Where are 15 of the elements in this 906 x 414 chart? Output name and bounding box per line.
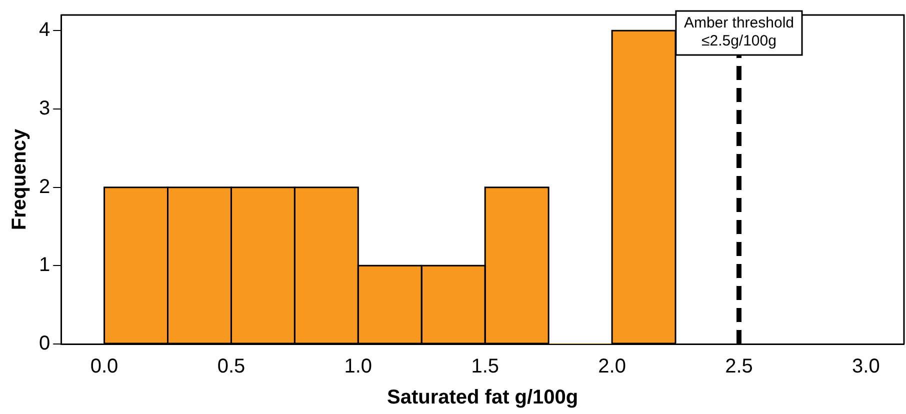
y-axis-title: Frequency bbox=[8, 128, 31, 230]
x-tick-label: 1.0 bbox=[344, 356, 372, 378]
ref-line-label: Amber threshold ≤2.5g/100g bbox=[684, 14, 794, 50]
y-tick-label: 4 bbox=[39, 19, 50, 42]
x-tick-label: 0.0 bbox=[90, 356, 118, 378]
y-tick-label: 0 bbox=[39, 332, 50, 355]
y-tick-label: 1 bbox=[39, 254, 50, 276]
x-tick-label: 0.5 bbox=[217, 356, 246, 378]
x-tick-label: 2.5 bbox=[725, 356, 753, 378]
y-tick-label: 2 bbox=[39, 176, 50, 198]
x-tick-label: 3.0 bbox=[852, 356, 880, 378]
x-tick-label: 2.0 bbox=[598, 356, 626, 378]
x-tick-label: 1.5 bbox=[471, 356, 500, 378]
x-axis-title: Saturated fat g/100g bbox=[386, 386, 578, 409]
y-tick-label: 3 bbox=[39, 98, 50, 120]
